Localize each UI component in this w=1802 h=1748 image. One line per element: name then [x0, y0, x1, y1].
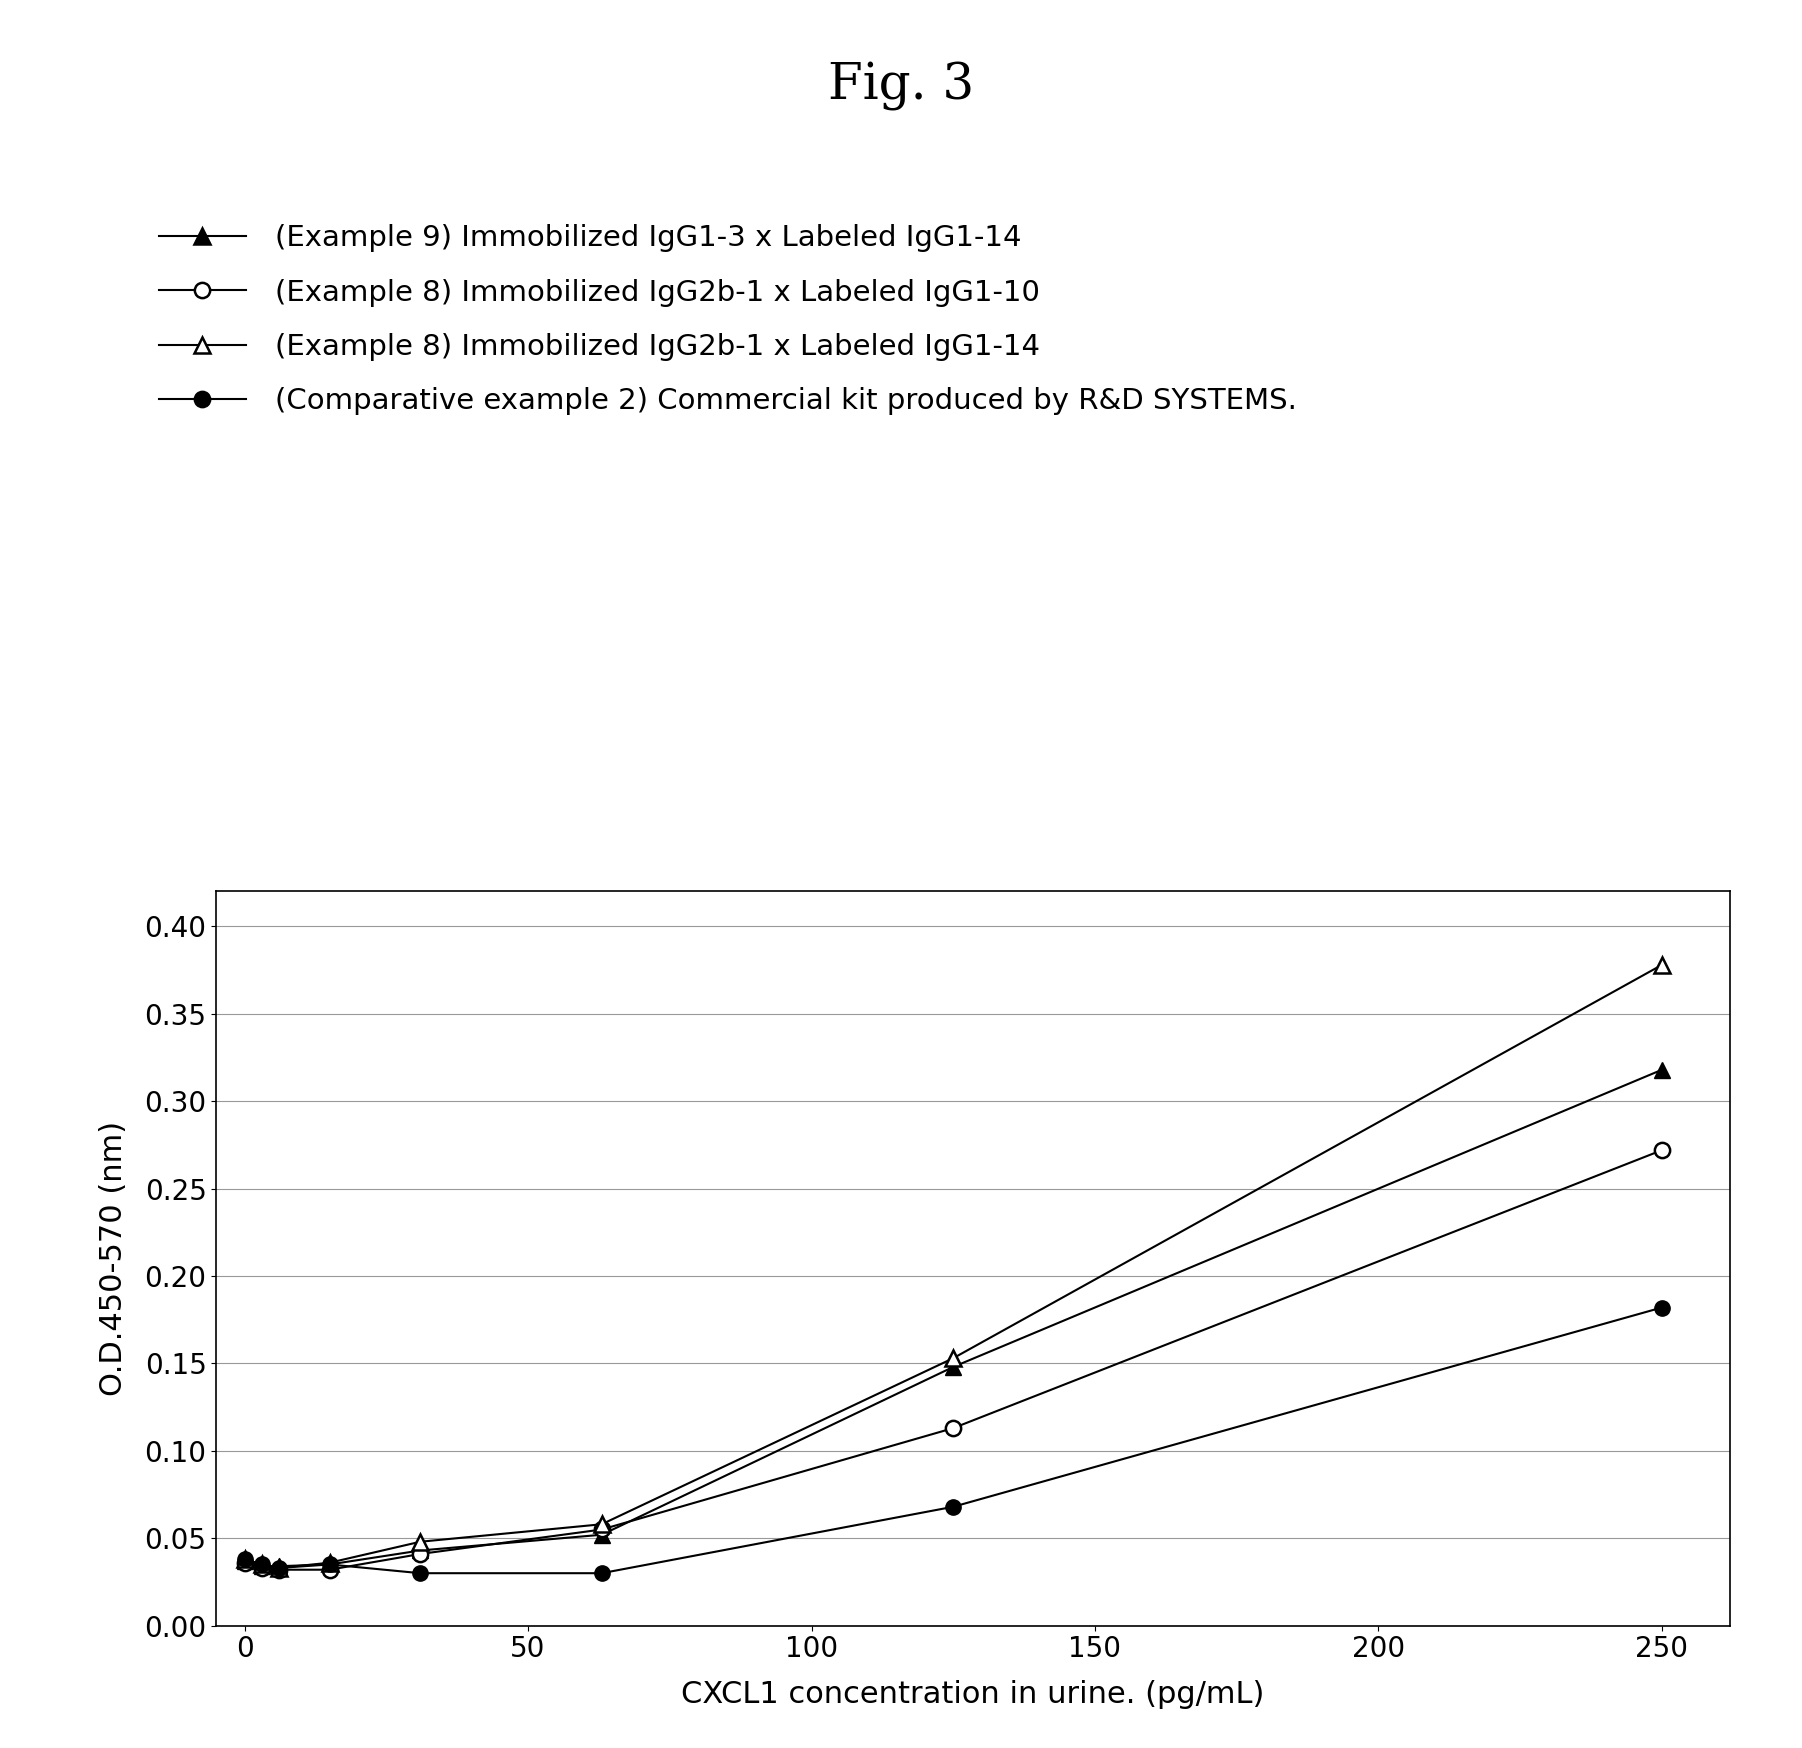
Y-axis label: O.D.450-570 (nm): O.D.450-570 (nm): [99, 1120, 128, 1397]
Text: Fig. 3: Fig. 3: [827, 61, 975, 110]
Legend: (Example 9) Immobilized IgG1-3 x Labeled IgG1-14, (Example 8) Immobilized IgG2b-: (Example 9) Immobilized IgG1-3 x Labeled…: [159, 224, 1297, 414]
X-axis label: CXCL1 concentration in urine. (pg/mL): CXCL1 concentration in urine. (pg/mL): [681, 1680, 1265, 1710]
